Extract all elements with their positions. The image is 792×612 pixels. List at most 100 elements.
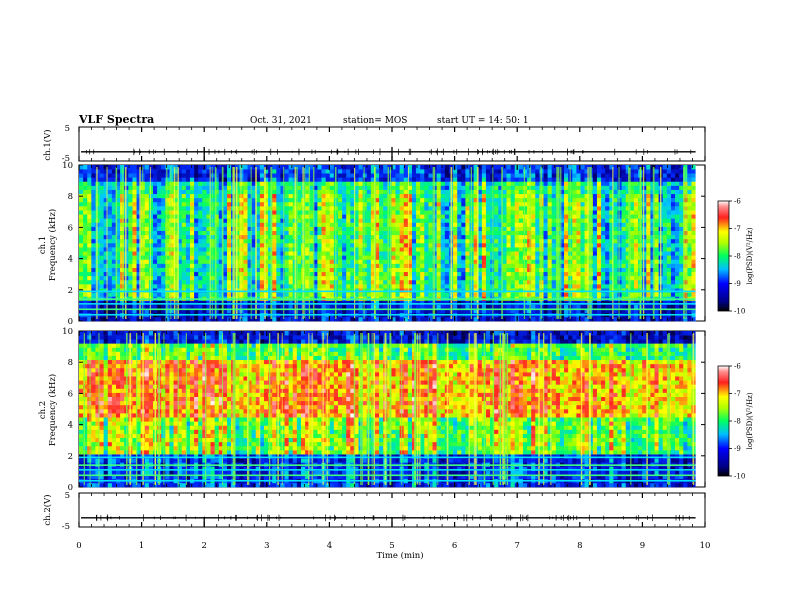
spectrogram-cell xyxy=(309,279,314,285)
spectrogram-cell xyxy=(95,300,100,305)
spectrogram-cell xyxy=(461,247,466,252)
spectrogram-cell xyxy=(165,177,170,182)
spectrogram-cell xyxy=(132,263,137,268)
spectrogram-cell xyxy=(280,206,285,211)
spectrogram-cell xyxy=(194,165,199,170)
spectrogram-cell xyxy=(407,284,413,289)
spectrogram-cell xyxy=(502,251,507,256)
spectrogram-cell xyxy=(379,226,384,231)
spectrogram-cell xyxy=(387,308,392,314)
spectrogram-cell xyxy=(502,173,507,178)
spectrogram-cell xyxy=(177,316,183,322)
spectrogram-cell xyxy=(206,206,211,211)
spectrogram-cell xyxy=(268,316,273,322)
spectrogram-cell xyxy=(321,251,326,256)
spectrogram-cell xyxy=(189,300,195,305)
spectrogram-cell xyxy=(157,300,162,305)
spectrogram-cell xyxy=(181,177,187,182)
spectrogram-cell xyxy=(177,308,183,314)
spectrogram-cell xyxy=(87,189,92,195)
spectrogram-cell xyxy=(559,210,565,215)
spectrogram-cell xyxy=(263,316,269,322)
spectrogram-cell xyxy=(568,316,573,322)
spectrogram-cell xyxy=(120,193,125,199)
spectrogram-cell xyxy=(194,177,199,182)
spectrogram-cell xyxy=(465,177,470,182)
spectrogram-cell xyxy=(111,300,117,305)
spectrogram-cell xyxy=(309,259,314,264)
spectrogram-cell xyxy=(247,173,252,178)
spectrogram-cell xyxy=(362,263,368,268)
spectrogram-cell xyxy=(362,165,368,170)
spectrogram-cell xyxy=(531,197,536,203)
spectrogram-cell xyxy=(424,292,429,297)
spectrogram-cell xyxy=(329,165,335,170)
spectrogram-cell xyxy=(194,284,199,289)
spectrogram-cell xyxy=(485,206,491,211)
spectrogram-cell xyxy=(370,177,376,182)
spectrogram-cell xyxy=(411,238,417,244)
spectrogram-cell xyxy=(399,210,405,215)
spectrogram-cell xyxy=(91,193,96,199)
spectrogram-cell xyxy=(490,197,495,203)
spectrogram-cell xyxy=(329,226,335,231)
spectrogram-cell xyxy=(91,243,96,248)
spectrogram-cell xyxy=(79,181,84,186)
spectrogram-cell xyxy=(288,206,294,211)
spectrogram-cell xyxy=(272,173,277,178)
spectrogram-cell xyxy=(457,181,462,186)
spectrogram-cell xyxy=(79,255,84,260)
spectrogram-cell xyxy=(559,255,565,260)
spectrogram-cell xyxy=(411,255,417,260)
spectrogram-cell xyxy=(247,193,252,199)
spectrogram-cell xyxy=(362,230,368,236)
spectrogram-cell xyxy=(251,300,257,305)
spectrogram-cell xyxy=(321,238,326,244)
spectrogram-cell xyxy=(564,259,569,264)
spectrogram-cell xyxy=(514,288,520,293)
spectrogram-cell xyxy=(551,279,557,285)
spectrogram-cell xyxy=(350,279,355,285)
spectrogram-cell xyxy=(366,255,372,260)
spectrogram-cell xyxy=(547,206,553,211)
spectrogram-cell xyxy=(584,201,590,207)
spectrogram-cell xyxy=(342,226,347,231)
spectrogram-cell xyxy=(329,197,335,203)
spectrogram-cell xyxy=(214,263,220,268)
spectrogram-cell xyxy=(383,251,388,256)
spectrogram-cell xyxy=(194,288,199,293)
spectrogram-cell xyxy=(436,267,442,273)
spectrogram-cell xyxy=(136,275,141,281)
spectrogram-cell xyxy=(152,218,158,223)
spectrogram-cell xyxy=(551,210,557,215)
spectrogram-cell xyxy=(280,316,285,322)
spectrogram-cell xyxy=(391,271,396,277)
spectrogram-cell xyxy=(83,193,88,199)
spectrogram-cell xyxy=(564,173,569,178)
spectrogram-cell xyxy=(506,292,511,297)
spectrogram-cell xyxy=(259,304,265,309)
spectrogram-cell xyxy=(198,201,203,207)
spectrogram-cell xyxy=(189,284,195,289)
spectrogram-cell xyxy=(383,201,388,207)
spectrogram-cell xyxy=(383,304,388,309)
spectrogram-cell xyxy=(440,201,446,207)
spectrogram-cell xyxy=(263,230,269,236)
spectrogram-cell xyxy=(354,165,359,170)
spectrogram-cell xyxy=(453,308,458,314)
spectrogram-cell xyxy=(103,230,109,236)
spectrogram-cell xyxy=(239,214,244,219)
spectrogram-cell xyxy=(354,173,359,178)
spectrogram-cell xyxy=(305,206,310,211)
spectrogram-cell xyxy=(416,259,421,264)
spectrogram-cell xyxy=(144,304,150,309)
spectrogram-cell xyxy=(263,206,269,211)
spectrogram-cell xyxy=(453,165,458,170)
spectrogram-cell xyxy=(214,230,220,236)
spectrogram-cell xyxy=(210,197,215,203)
spectrogram-cell xyxy=(551,251,557,256)
spectrogram-cell xyxy=(502,284,507,289)
spectrogram-cell xyxy=(222,304,228,309)
spectrogram-cell xyxy=(247,304,252,309)
spectrogram-cell xyxy=(576,197,581,203)
